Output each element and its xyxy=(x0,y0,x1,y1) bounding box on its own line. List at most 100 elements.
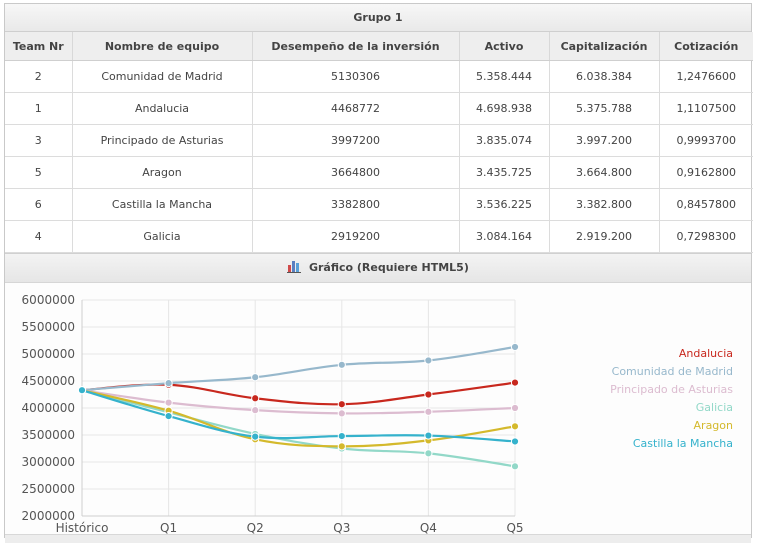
cell-team-nr: 2 xyxy=(5,60,73,93)
data-point xyxy=(424,390,433,399)
cell-investment-performance: 2919200 xyxy=(252,220,460,253)
cell-capitalization: 5.375.788 xyxy=(549,92,660,125)
legend-item[interactable]: Comunidad de Madrid xyxy=(611,365,733,378)
data-point xyxy=(337,409,346,418)
group-panel: Grupo 1 Team Nr Nombre de equipo Desempe… xyxy=(4,3,753,543)
data-point xyxy=(77,386,87,395)
cell-team-name: Castilla la Mancha xyxy=(72,188,253,221)
results-table: Team Nr Nombre de equipo Desempeño de la… xyxy=(5,32,753,253)
column-header-assets[interactable]: Activo xyxy=(459,32,550,61)
group-title: Grupo 1 xyxy=(5,4,751,32)
y-tick-label: 3500000 xyxy=(22,428,75,442)
cell-quotation: 0,8457800 xyxy=(659,188,753,221)
cell-team-name: Aragon xyxy=(72,156,253,189)
series-line xyxy=(81,345,516,392)
cell-capitalization: 2.919.200 xyxy=(549,220,660,253)
cell-team-name: Principado de Asturias xyxy=(72,124,253,157)
chart-section-title: Gráfico (Requiere HTML5) xyxy=(308,261,469,274)
column-header-capitalization[interactable]: Capitalización xyxy=(549,32,660,61)
x-tick-label: Q4 xyxy=(420,521,437,535)
cell-team-nr: 3 xyxy=(5,124,73,157)
cell-investment-performance: 4468772 xyxy=(252,92,460,125)
cell-assets: 3.435.725 xyxy=(459,156,550,189)
column-header-team-name[interactable]: Nombre de equipo xyxy=(72,32,253,61)
legend-item[interactable]: Aragon xyxy=(693,419,733,432)
legend-item[interactable]: Galicia xyxy=(695,401,733,414)
y-tick-label: 5500000 xyxy=(22,320,75,334)
cell-team-nr: 5 xyxy=(5,156,73,189)
cell-capitalization: 3.664.800 xyxy=(549,156,660,189)
cell-quotation: 0,7298300 xyxy=(659,220,753,253)
table-row: 1 Andalucia 4468772 4.698.938 5.375.788 … xyxy=(5,92,753,125)
cell-quotation: 1,2476600 xyxy=(659,60,753,93)
data-point xyxy=(510,462,520,471)
line-chart: 6000000 5500000 5000000 4500000 4000000 35000… xyxy=(22,293,524,535)
series-line xyxy=(81,389,516,468)
cell-capitalization: 3.997.200 xyxy=(549,124,660,157)
y-tick-label: 5000000 xyxy=(22,347,75,361)
cell-investment-performance: 3997200 xyxy=(252,124,460,157)
y-tick-label: 6000000 xyxy=(22,293,75,307)
data-point xyxy=(337,360,346,369)
data-point xyxy=(337,400,346,409)
series-line xyxy=(81,389,516,443)
x-tick-label: Q5 xyxy=(506,521,523,535)
column-header-investment-performance[interactable]: Desempeño de la inversión xyxy=(252,32,460,61)
cell-team-nr: 4 xyxy=(5,220,73,253)
cell-quotation: 1,1107500 xyxy=(659,92,753,125)
data-point xyxy=(424,356,433,365)
table-row: 6 Castilla la Mancha 3382800 3.536.225 3… xyxy=(5,188,753,221)
cell-investment-performance: 3382800 xyxy=(252,188,460,221)
table-row: 5 Aragon 3664800 3.435.725 3.664.800 0,9… xyxy=(5,156,753,189)
cell-capitalization: 6.038.384 xyxy=(549,60,660,93)
data-point xyxy=(164,379,173,388)
legend-item[interactable]: Castilla la Mancha xyxy=(632,437,733,450)
data-point xyxy=(164,412,173,421)
y-tick-label: 4000000 xyxy=(22,401,75,415)
chart-section-header: Gráfico (Requiere HTML5) xyxy=(5,253,751,283)
cell-quotation: 0,9993700 xyxy=(659,124,753,157)
cell-team-name: Andalucia xyxy=(72,92,253,125)
column-header-quotation[interactable]: Cotización xyxy=(659,32,753,61)
cell-capitalization: 3.382.800 xyxy=(549,188,660,221)
cell-assets: 3.084.164 xyxy=(459,220,550,253)
cell-team-name: Comunidad de Madrid xyxy=(72,60,253,93)
data-point xyxy=(337,431,346,441)
data-point xyxy=(164,398,173,407)
chart-legend: Andalucia Comunidad de Madrid Principado d… xyxy=(610,345,733,453)
data-point xyxy=(251,406,260,415)
chart-area: 6000000 5500000 5000000 4500000 4000000 35000… xyxy=(5,283,751,543)
series-line xyxy=(81,389,516,448)
data-point xyxy=(510,422,520,431)
data-point xyxy=(251,373,260,382)
series-line xyxy=(81,389,516,415)
legend-item[interactable]: Principado de Asturias xyxy=(610,383,733,396)
data-point xyxy=(510,378,520,387)
data-point xyxy=(424,431,433,440)
cell-assets: 5.358.444 xyxy=(459,60,550,93)
data-point xyxy=(337,442,346,451)
y-tick-label: 4500000 xyxy=(22,374,75,388)
cell-assets: 3.835.074 xyxy=(459,124,550,157)
table-header-row: Team Nr Nombre de equipo Desempeño de la… xyxy=(5,32,753,61)
cell-investment-performance: 3664800 xyxy=(252,156,460,189)
cell-assets: 4.698.938 xyxy=(459,92,550,125)
cell-assets: 3.536.225 xyxy=(459,188,550,221)
legend-item[interactable]: Andalucia xyxy=(678,347,733,360)
cell-team-nr: 1 xyxy=(5,92,73,125)
data-point xyxy=(424,407,433,416)
y-tick-label: 2500000 xyxy=(22,482,75,496)
data-point xyxy=(510,437,520,446)
y-tick-label: 3000000 xyxy=(22,455,75,469)
column-header-team-nr[interactable]: Team Nr xyxy=(5,32,73,61)
data-point xyxy=(510,403,520,413)
cell-quotation: 0,9162800 xyxy=(659,156,753,189)
x-tick-label: Q2 xyxy=(247,521,264,535)
x-tick-label: Q3 xyxy=(333,521,350,535)
panel-footer xyxy=(5,534,751,543)
table-row: 3 Principado de Asturias 3997200 3.835.0… xyxy=(5,124,753,157)
bar-chart-icon xyxy=(287,256,302,284)
table-row: 2 Comunidad de Madrid 5130306 5.358.444 … xyxy=(5,60,753,93)
cell-team-nr: 6 xyxy=(5,188,73,221)
x-tick-label: Q1 xyxy=(160,521,177,535)
